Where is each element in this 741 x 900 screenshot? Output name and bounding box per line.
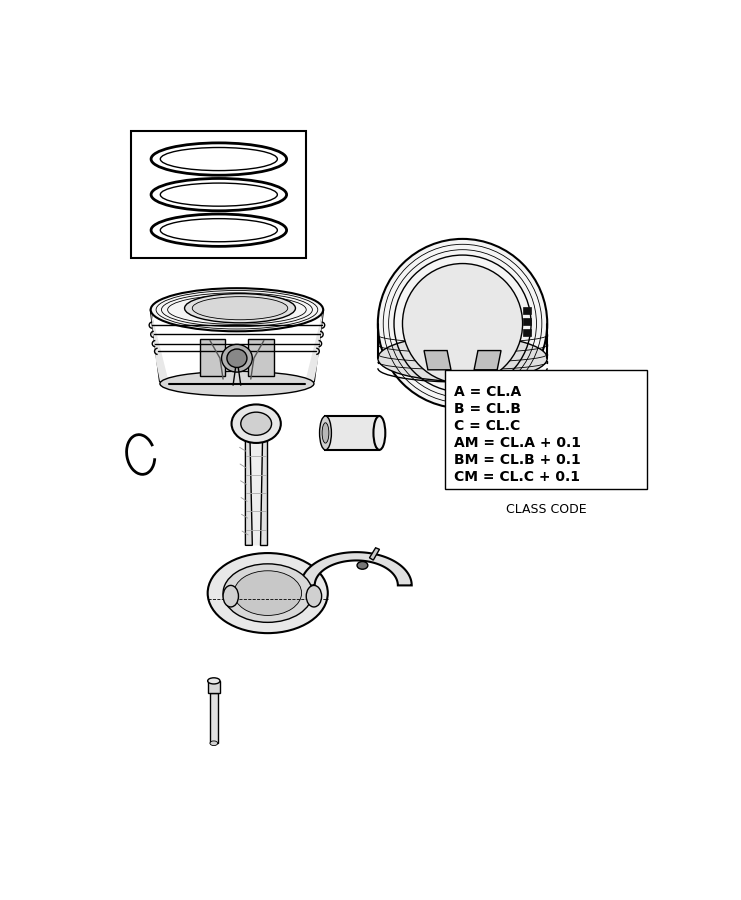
Bar [522,319,531,325]
Ellipse shape [322,423,329,443]
Polygon shape [200,339,225,376]
Ellipse shape [234,571,302,616]
Polygon shape [301,552,412,585]
Ellipse shape [241,412,272,436]
Polygon shape [248,339,274,376]
Polygon shape [260,441,267,545]
Ellipse shape [223,563,313,623]
Ellipse shape [207,678,220,684]
Ellipse shape [160,183,277,206]
Ellipse shape [319,416,331,450]
Bar [325,416,379,450]
Text: A = CL.A: A = CL.A [454,385,522,400]
Text: AM = CL.A + 0.1: AM = CL.A + 0.1 [454,436,581,450]
Bar [522,308,531,314]
Ellipse shape [160,372,314,396]
Ellipse shape [227,349,247,367]
Ellipse shape [151,214,287,247]
Ellipse shape [357,562,368,569]
Text: BM = CL.B + 0.1: BM = CL.B + 0.1 [454,453,581,467]
Ellipse shape [373,416,385,450]
Ellipse shape [150,288,323,331]
Bar [131,131,306,258]
Text: B = CL.B: B = CL.B [454,402,521,416]
Ellipse shape [210,741,218,745]
Ellipse shape [231,404,281,443]
Ellipse shape [223,585,239,607]
Bar [445,370,648,490]
Text: C = CL.C: C = CL.C [454,419,520,433]
Ellipse shape [378,238,548,409]
Polygon shape [150,310,169,383]
Text: CM = CL.C + 0.1: CM = CL.C + 0.1 [454,470,580,484]
Ellipse shape [378,335,548,382]
Polygon shape [250,441,262,545]
Polygon shape [474,351,501,370]
Polygon shape [370,548,379,560]
Bar [522,329,531,336]
Bar [210,693,218,743]
Polygon shape [245,441,253,545]
Polygon shape [305,310,323,383]
Ellipse shape [306,585,322,607]
Ellipse shape [207,554,328,633]
Ellipse shape [151,143,287,176]
Ellipse shape [222,345,253,372]
Bar [207,681,220,693]
Polygon shape [424,351,451,370]
Ellipse shape [160,148,277,171]
Text: CLASS CODE: CLASS CODE [506,503,586,516]
Ellipse shape [160,219,277,242]
Ellipse shape [192,297,288,320]
Ellipse shape [402,264,522,383]
Ellipse shape [151,178,287,211]
Ellipse shape [185,293,296,323]
